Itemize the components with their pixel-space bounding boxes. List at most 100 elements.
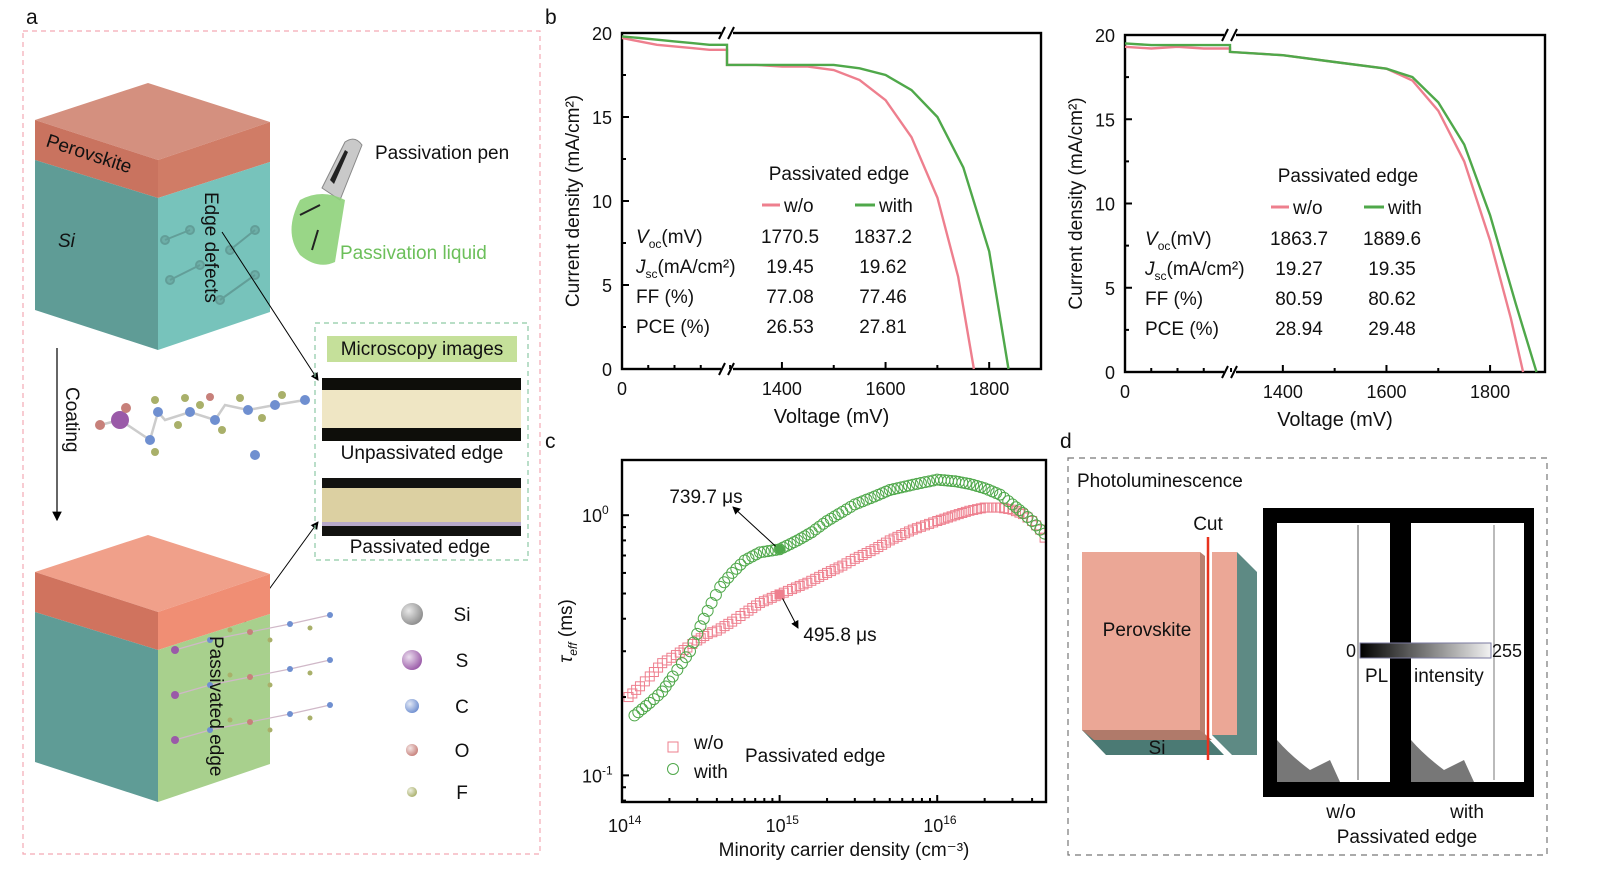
passivation-pen-label: Passivation pen — [375, 143, 509, 164]
data-point-circle — [1009, 501, 1022, 514]
passivation-molecule — [95, 391, 310, 460]
legend-atom-label: S — [456, 651, 469, 672]
data-point-square — [699, 631, 710, 642]
x-tick-label: 1600 — [866, 379, 906, 399]
edge-defects-label: Edge defects — [200, 192, 221, 303]
data-point-circle — [709, 588, 722, 601]
data-point-circle — [1016, 506, 1029, 519]
panel-d: Photoluminescence Cut Perovskite Si 0 25… — [1067, 457, 1548, 856]
y-axis-label: Current density (mA/cm²) — [563, 95, 584, 307]
data-point-circle — [647, 693, 660, 706]
data-point-square — [972, 504, 983, 515]
data-point-square — [723, 618, 734, 629]
table-cell-with: 80.62 — [1368, 289, 1416, 310]
passivation-pen-icon — [291, 138, 363, 265]
data-point-square — [810, 573, 821, 584]
x-tick-label: 0 — [1120, 382, 1130, 402]
x-tick-label: 0 — [617, 379, 627, 399]
data-point-circle — [1002, 495, 1015, 508]
data-point-square — [806, 575, 817, 586]
data-point-circle — [974, 481, 987, 494]
data-point-square — [975, 503, 986, 514]
coating-label: Coating — [61, 387, 82, 453]
highlight-point-with — [774, 544, 785, 555]
data-point-square — [968, 504, 979, 515]
data-point-circle — [795, 532, 808, 545]
panel-d-frame — [1067, 457, 1548, 856]
data-point-circle — [959, 477, 972, 490]
x-tick-label: 1400 — [1263, 382, 1303, 402]
colorbar-max: 255 — [1492, 641, 1522, 661]
data-point-square — [754, 597, 765, 608]
data-point-circle — [694, 620, 707, 633]
unpassivated-edge-label: Unpassivated edge — [341, 443, 504, 464]
passivated-edge-image — [322, 478, 521, 536]
unpassivated-edge-image — [322, 378, 521, 441]
data-point-circle — [636, 703, 649, 716]
data-point-circle — [1021, 510, 1034, 523]
y-tick-label: 20 — [1095, 26, 1115, 46]
table-cell-with: 1889.6 — [1363, 229, 1421, 250]
axis-break-mark — [1221, 28, 1238, 42]
table-row-label: Voc(mV) — [636, 227, 703, 251]
passivation-liquid-label: Passivation liquid — [340, 243, 487, 264]
data-point-square — [739, 608, 750, 619]
legend-marker-with — [667, 763, 679, 775]
legend-atom-label: F — [456, 783, 468, 804]
data-point-square — [790, 582, 801, 593]
legend-atom-label: O — [455, 741, 470, 762]
panel-a-frame — [22, 30, 541, 855]
data-point-circle — [753, 546, 766, 559]
x-tick-label: 1014 — [608, 813, 642, 836]
y-tick-label: 5 — [602, 276, 612, 296]
data-point-square — [829, 564, 840, 575]
table-cell-wo: 19.45 — [766, 257, 814, 278]
data-point-circle — [906, 478, 919, 491]
legend-label-wo: w/o — [693, 733, 724, 754]
series-line-with — [1124, 42, 1538, 373]
y-tick-label: 10 — [1095, 195, 1115, 215]
table-cell-wo: 1863.7 — [1270, 229, 1328, 250]
data-point-circle — [705, 596, 718, 609]
lifetime-chart: 1014 1015 1016 100 10-1 Minority carrier dens… — [556, 458, 1048, 861]
highlight-point-wo — [774, 589, 785, 600]
atom-highlight — [402, 650, 422, 670]
y-tick-label: 10-1 — [582, 763, 613, 786]
data-point-circle — [652, 689, 665, 702]
cut-cell-diagram: Cut Perovskite Si — [1082, 514, 1257, 760]
table-cell-wo: 19.27 — [1275, 259, 1323, 280]
annotation-label: 495.8 μs — [803, 625, 876, 646]
legend-label-wo: w/o — [1292, 198, 1323, 219]
pl-label-wo: w/o — [1325, 802, 1356, 823]
atom-highlight — [406, 744, 418, 756]
x-tick-label: 1800 — [969, 379, 1009, 399]
data-point-circle — [993, 488, 1006, 501]
series-line-with — [621, 35, 1010, 370]
data-point-square — [627, 688, 638, 699]
data-point-circle — [902, 479, 915, 492]
x-axis-label: Minority carrier density (cm⁻³) — [719, 840, 970, 861]
data-point-circle — [687, 636, 700, 649]
microscopy-title: Microscopy images — [341, 339, 504, 360]
data-point-square — [747, 603, 758, 614]
data-point-square — [762, 594, 773, 605]
colorbar-label-intensity: intensity — [1414, 666, 1484, 687]
data-point-circle — [971, 480, 984, 493]
data-point-circle — [671, 663, 684, 676]
data-point-circle — [632, 706, 645, 719]
data-point-circle — [817, 517, 830, 530]
table-cell-wo: 1770.5 — [761, 227, 819, 248]
table-row-label: Jsc(mA/cm²) — [635, 257, 736, 281]
table-cell-with: 19.35 — [1368, 259, 1416, 280]
axis-break-gap — [721, 29, 733, 37]
data-point-circle — [761, 545, 774, 558]
data-point-square — [849, 553, 860, 564]
data-point-circle — [734, 558, 747, 571]
data-point-square — [818, 569, 829, 580]
data-point-circle — [701, 604, 714, 617]
data-point-square — [884, 535, 895, 546]
panel-label-d: d — [1060, 430, 1072, 453]
legend-atom-label: Si — [454, 605, 471, 626]
data-point-square — [678, 645, 689, 656]
table-cell-with: 19.62 — [859, 257, 907, 278]
